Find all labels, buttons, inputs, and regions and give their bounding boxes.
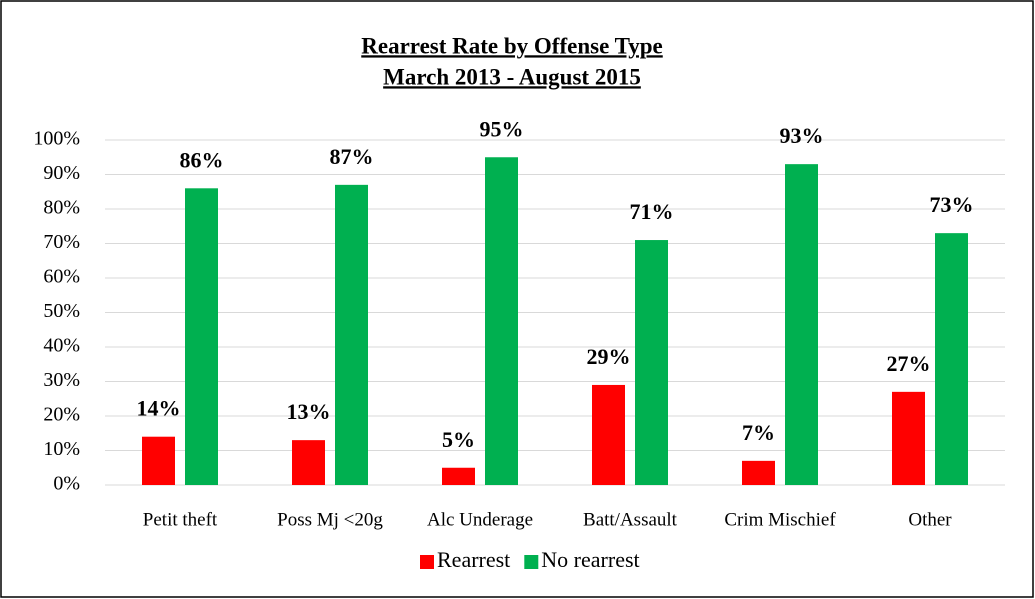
y-tick-label: 40% <box>43 335 80 357</box>
bar <box>292 440 325 485</box>
x-tick-label: Alc Underage <box>427 509 533 530</box>
y-tick-label: 50% <box>43 300 80 322</box>
y-tick-label: 60% <box>43 266 80 288</box>
x-tick-label: Poss Mj <20g <box>277 509 383 530</box>
data-label: 5% <box>442 427 475 452</box>
data-label: 73% <box>930 192 974 217</box>
chart-title: Rearrest Rate by Offense Type <box>361 33 663 58</box>
x-tick-label: Petit theft <box>143 509 218 530</box>
data-label: 87% <box>330 144 374 169</box>
data-label: 27% <box>887 351 931 376</box>
bar <box>335 184 368 485</box>
x-tick-label: Batt/Assault <box>583 509 678 530</box>
y-tick-label: 90% <box>43 162 80 184</box>
bar <box>742 460 775 485</box>
y-tick-label: 20% <box>43 404 80 426</box>
bar <box>635 240 668 485</box>
legend-swatch <box>524 555 539 569</box>
data-label: 95% <box>480 116 524 141</box>
y-tick-label: 0% <box>53 473 80 495</box>
data-label: 71% <box>630 199 674 224</box>
data-label: 14% <box>137 396 181 421</box>
bar <box>485 157 518 485</box>
legend-label: No rearrest <box>541 547 639 572</box>
data-label: 7% <box>742 420 775 445</box>
y-tick-label: 30% <box>43 369 80 391</box>
data-label: 29% <box>587 344 631 369</box>
x-tick-label: Other <box>908 509 952 530</box>
data-label: 86% <box>180 147 224 172</box>
y-tick-label: 100% <box>33 128 80 150</box>
bar <box>442 467 475 485</box>
y-tick-label: 70% <box>43 231 80 253</box>
data-label: 93% <box>780 123 824 148</box>
data-label: 13% <box>287 399 331 424</box>
legend-swatch <box>420 555 434 569</box>
y-tick-label: 80% <box>43 197 80 219</box>
bar <box>185 188 218 486</box>
chart-subtitle: March 2013 - August 2015 <box>383 64 641 89</box>
bar <box>935 233 968 485</box>
bar <box>592 384 625 485</box>
legend-label: Rearrest <box>437 547 510 572</box>
bar <box>785 164 818 485</box>
y-tick-label: 10% <box>43 438 80 460</box>
x-tick-label: Crim Mischief <box>724 509 836 530</box>
bar <box>892 391 925 485</box>
bar <box>142 436 175 485</box>
